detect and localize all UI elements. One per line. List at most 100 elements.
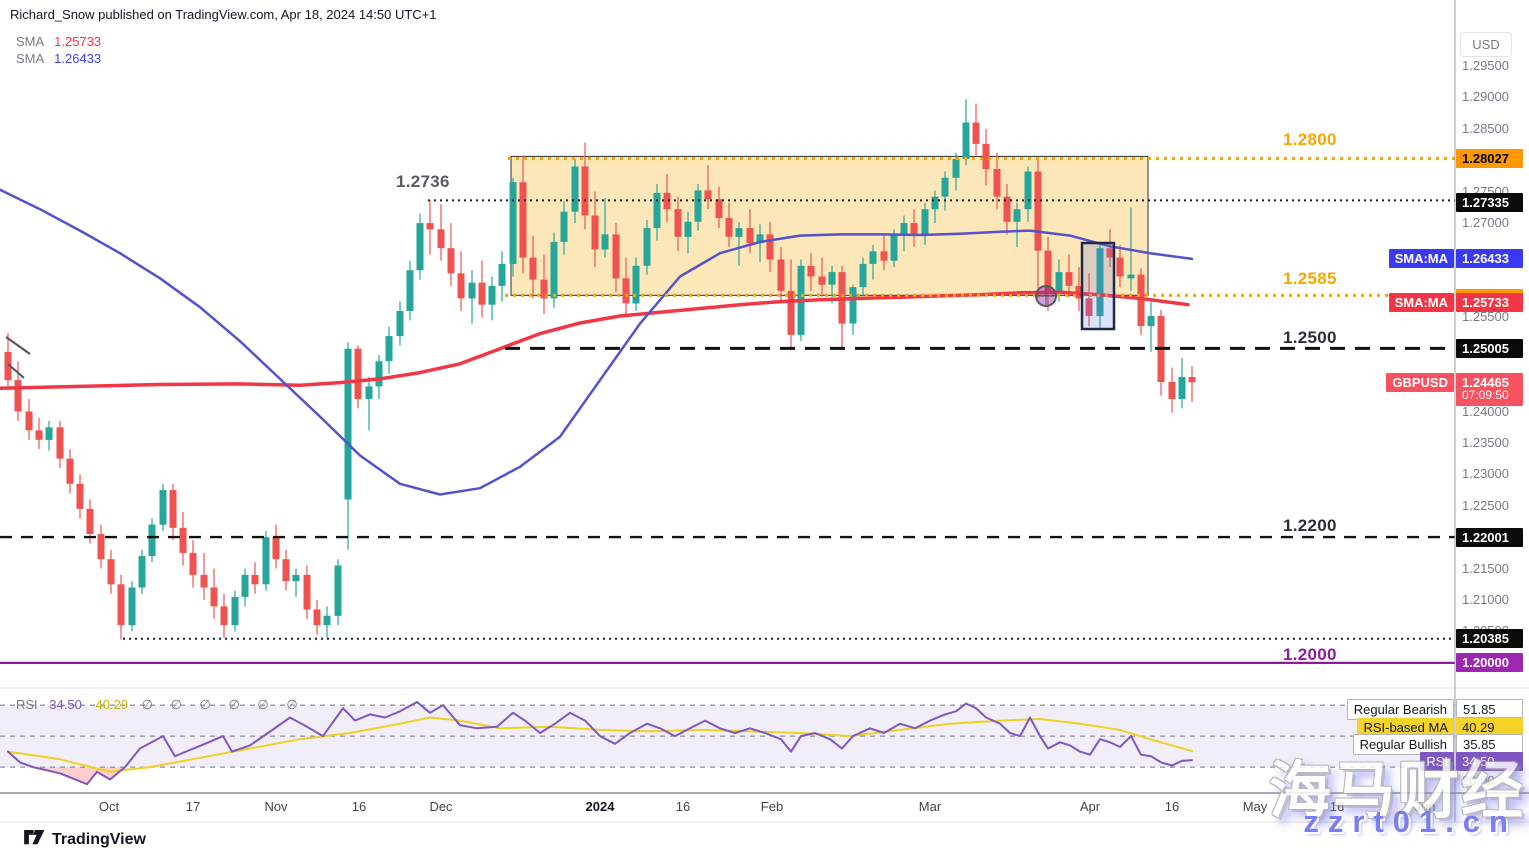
price-axis-tick[interactable]: 1.22500 <box>1462 497 1509 513</box>
rsi-ma-value: 40.29 <box>95 697 129 712</box>
candle-body <box>117 584 125 626</box>
time-axis-label[interactable]: Apr <box>1079 799 1101 814</box>
candle-body <box>972 122 980 144</box>
highlight-box <box>1080 241 1116 331</box>
candle-body <box>880 251 888 261</box>
rsi-tag-regular-bullish[interactable]: Regular Bullish <box>1352 733 1454 755</box>
candle-body <box>787 290 795 335</box>
price-axis-tick[interactable]: 1.21000 <box>1462 592 1509 608</box>
rsi-axis-chip[interactable]: 40.29 <box>1456 717 1523 737</box>
time-axis-label[interactable]: Nov <box>264 799 288 814</box>
candle-body <box>982 143 990 169</box>
tradingview-logo-icon <box>24 830 45 845</box>
candle-body <box>45 427 53 440</box>
candle-body <box>148 524 156 556</box>
candle-body <box>653 192 661 229</box>
rsi-tag-rsi[interactable]: RSI <box>1420 751 1454 771</box>
candle-body <box>612 234 620 279</box>
time-axis-label[interactable]: 16 <box>675 799 691 814</box>
time-axis-label[interactable]: Dec <box>429 799 453 814</box>
price-axis-tick[interactable]: 1.25500 <box>1462 309 1509 325</box>
candle-body <box>323 615 331 626</box>
time-axis-label[interactable]: 16 <box>1164 799 1180 814</box>
candle-body <box>457 273 465 299</box>
sma-legend-fast[interactable]: SMA 1.25733 <box>16 34 101 49</box>
candle-body <box>694 190 702 222</box>
rsi-axis-tick[interactable]: 20.00 <box>1462 773 1495 788</box>
price-axis-tick[interactable]: 1.21500 <box>1462 560 1509 576</box>
candle-body <box>262 537 270 585</box>
rsi-axis-chip[interactable]: 35.85 <box>1456 733 1523 753</box>
price-axis-chip[interactable]: 1.20385 <box>1456 629 1523 649</box>
level-label-1-2000: 1.2000 <box>1283 645 1337 664</box>
candle-body <box>869 251 877 264</box>
candle-body <box>66 458 74 484</box>
price-axis-tick[interactable]: 1.27000 <box>1462 215 1509 231</box>
candle-body <box>138 556 146 588</box>
axis-tag-sma-ma[interactable]: SMA:MA <box>1388 293 1454 313</box>
time-axis-label[interactable]: Oct <box>98 799 120 814</box>
price-axis-tick[interactable]: 1.29000 <box>1462 89 1509 105</box>
candle-body <box>900 223 908 236</box>
candle-body <box>684 221 692 237</box>
price-axis-chip[interactable]: 1.26433 <box>1456 249 1523 269</box>
candle-body <box>1034 171 1042 251</box>
candle-body <box>437 229 445 249</box>
candle-body <box>416 223 424 271</box>
time-axis-label[interactable]: 16 <box>351 799 367 814</box>
price-axis-tick[interactable]: 1.24000 <box>1462 403 1509 419</box>
candle-body <box>735 228 743 237</box>
time-axis-label[interactable]: Jun <box>1414 799 1436 814</box>
candle-body <box>663 192 671 210</box>
price-axis-chip[interactable]: 1.25005 <box>1456 338 1523 358</box>
sma-fast-line <box>0 290 1190 391</box>
candle-body <box>962 122 970 159</box>
price-axis-chip[interactable]: 1.28027 <box>1456 149 1523 169</box>
candle-body <box>1044 250 1052 293</box>
candle-body <box>859 263 867 288</box>
price-axis-chip[interactable]: 1.20000 <box>1456 653 1523 673</box>
rsi-tag-regular-bearish[interactable]: Regular Bearish <box>1346 698 1454 720</box>
candle-body <box>169 490 177 528</box>
trendline-segment <box>5 336 31 355</box>
rsi-tag-rsi-based-ma[interactable]: RSI-based MA <box>1357 717 1454 737</box>
tradingview-attribution[interactable]: TradingView <box>24 830 146 849</box>
time-axis-label[interactable]: Mar <box>918 799 942 814</box>
price-axis-tick[interactable]: 1.23000 <box>1462 466 1509 482</box>
rsi-axis-chip[interactable]: 34.50 <box>1456 751 1523 771</box>
candle-body <box>210 587 218 607</box>
level-label-1-2736: 1.2736 <box>396 172 450 191</box>
price-axis-chip[interactable]: 1.25733 <box>1456 293 1523 313</box>
time-axis-label[interactable]: 16 <box>1329 799 1345 814</box>
rsi-axis-chip[interactable]: 51.85 <box>1456 698 1523 718</box>
candle-body <box>591 215 599 250</box>
candle-body <box>519 182 527 258</box>
candle-body <box>220 606 228 626</box>
price-axis-tick[interactable]: 1.23500 <box>1462 434 1509 450</box>
candle-body <box>241 574 249 597</box>
time-axis-label[interactable]: 2024 <box>585 799 615 814</box>
rsi-line <box>7 701 1193 786</box>
axis-tag-gbpusd[interactable]: GBPUSD <box>1386 372 1454 392</box>
candle-body <box>540 279 548 299</box>
time-axis-label[interactable]: 17 <box>185 799 201 814</box>
slashed-circle-markers[interactable]: ∅ ∅ ∅ ∅ ∅ ∅ <box>141 697 305 712</box>
candle-body <box>159 490 167 525</box>
time-axis-label[interactable]: May <box>1242 799 1268 814</box>
time-axis-label[interactable]: Feb <box>760 799 784 814</box>
price-axis-tick[interactable]: 1.29500 <box>1462 57 1509 73</box>
published-byline: Richard_Snow published on TradingView.co… <box>10 7 437 22</box>
axis-tag-sma-ma[interactable]: SMA:MA <box>1388 249 1454 269</box>
price-axis-chip[interactable]: 1.24465 07:09:50 <box>1456 372 1523 406</box>
candle-body <box>97 534 105 560</box>
candle-body <box>601 234 609 250</box>
price-axis-chip[interactable]: 1.22001 <box>1456 527 1523 547</box>
rsi-indicator-legend[interactable]: RSI 34.50 40.29 ∅ ∅ ∅ ∅ ∅ ∅ <box>16 697 305 713</box>
candle-body <box>1013 209 1021 222</box>
currency-usd-button[interactable]: USD <box>1460 32 1512 57</box>
price-axis-chip[interactable]: 1.27335 <box>1456 192 1523 212</box>
sma-legend-slow[interactable]: SMA 1.26433 <box>16 51 101 66</box>
price-axis-tick[interactable]: 1.28500 <box>1462 120 1509 136</box>
candle-body <box>1188 377 1196 383</box>
